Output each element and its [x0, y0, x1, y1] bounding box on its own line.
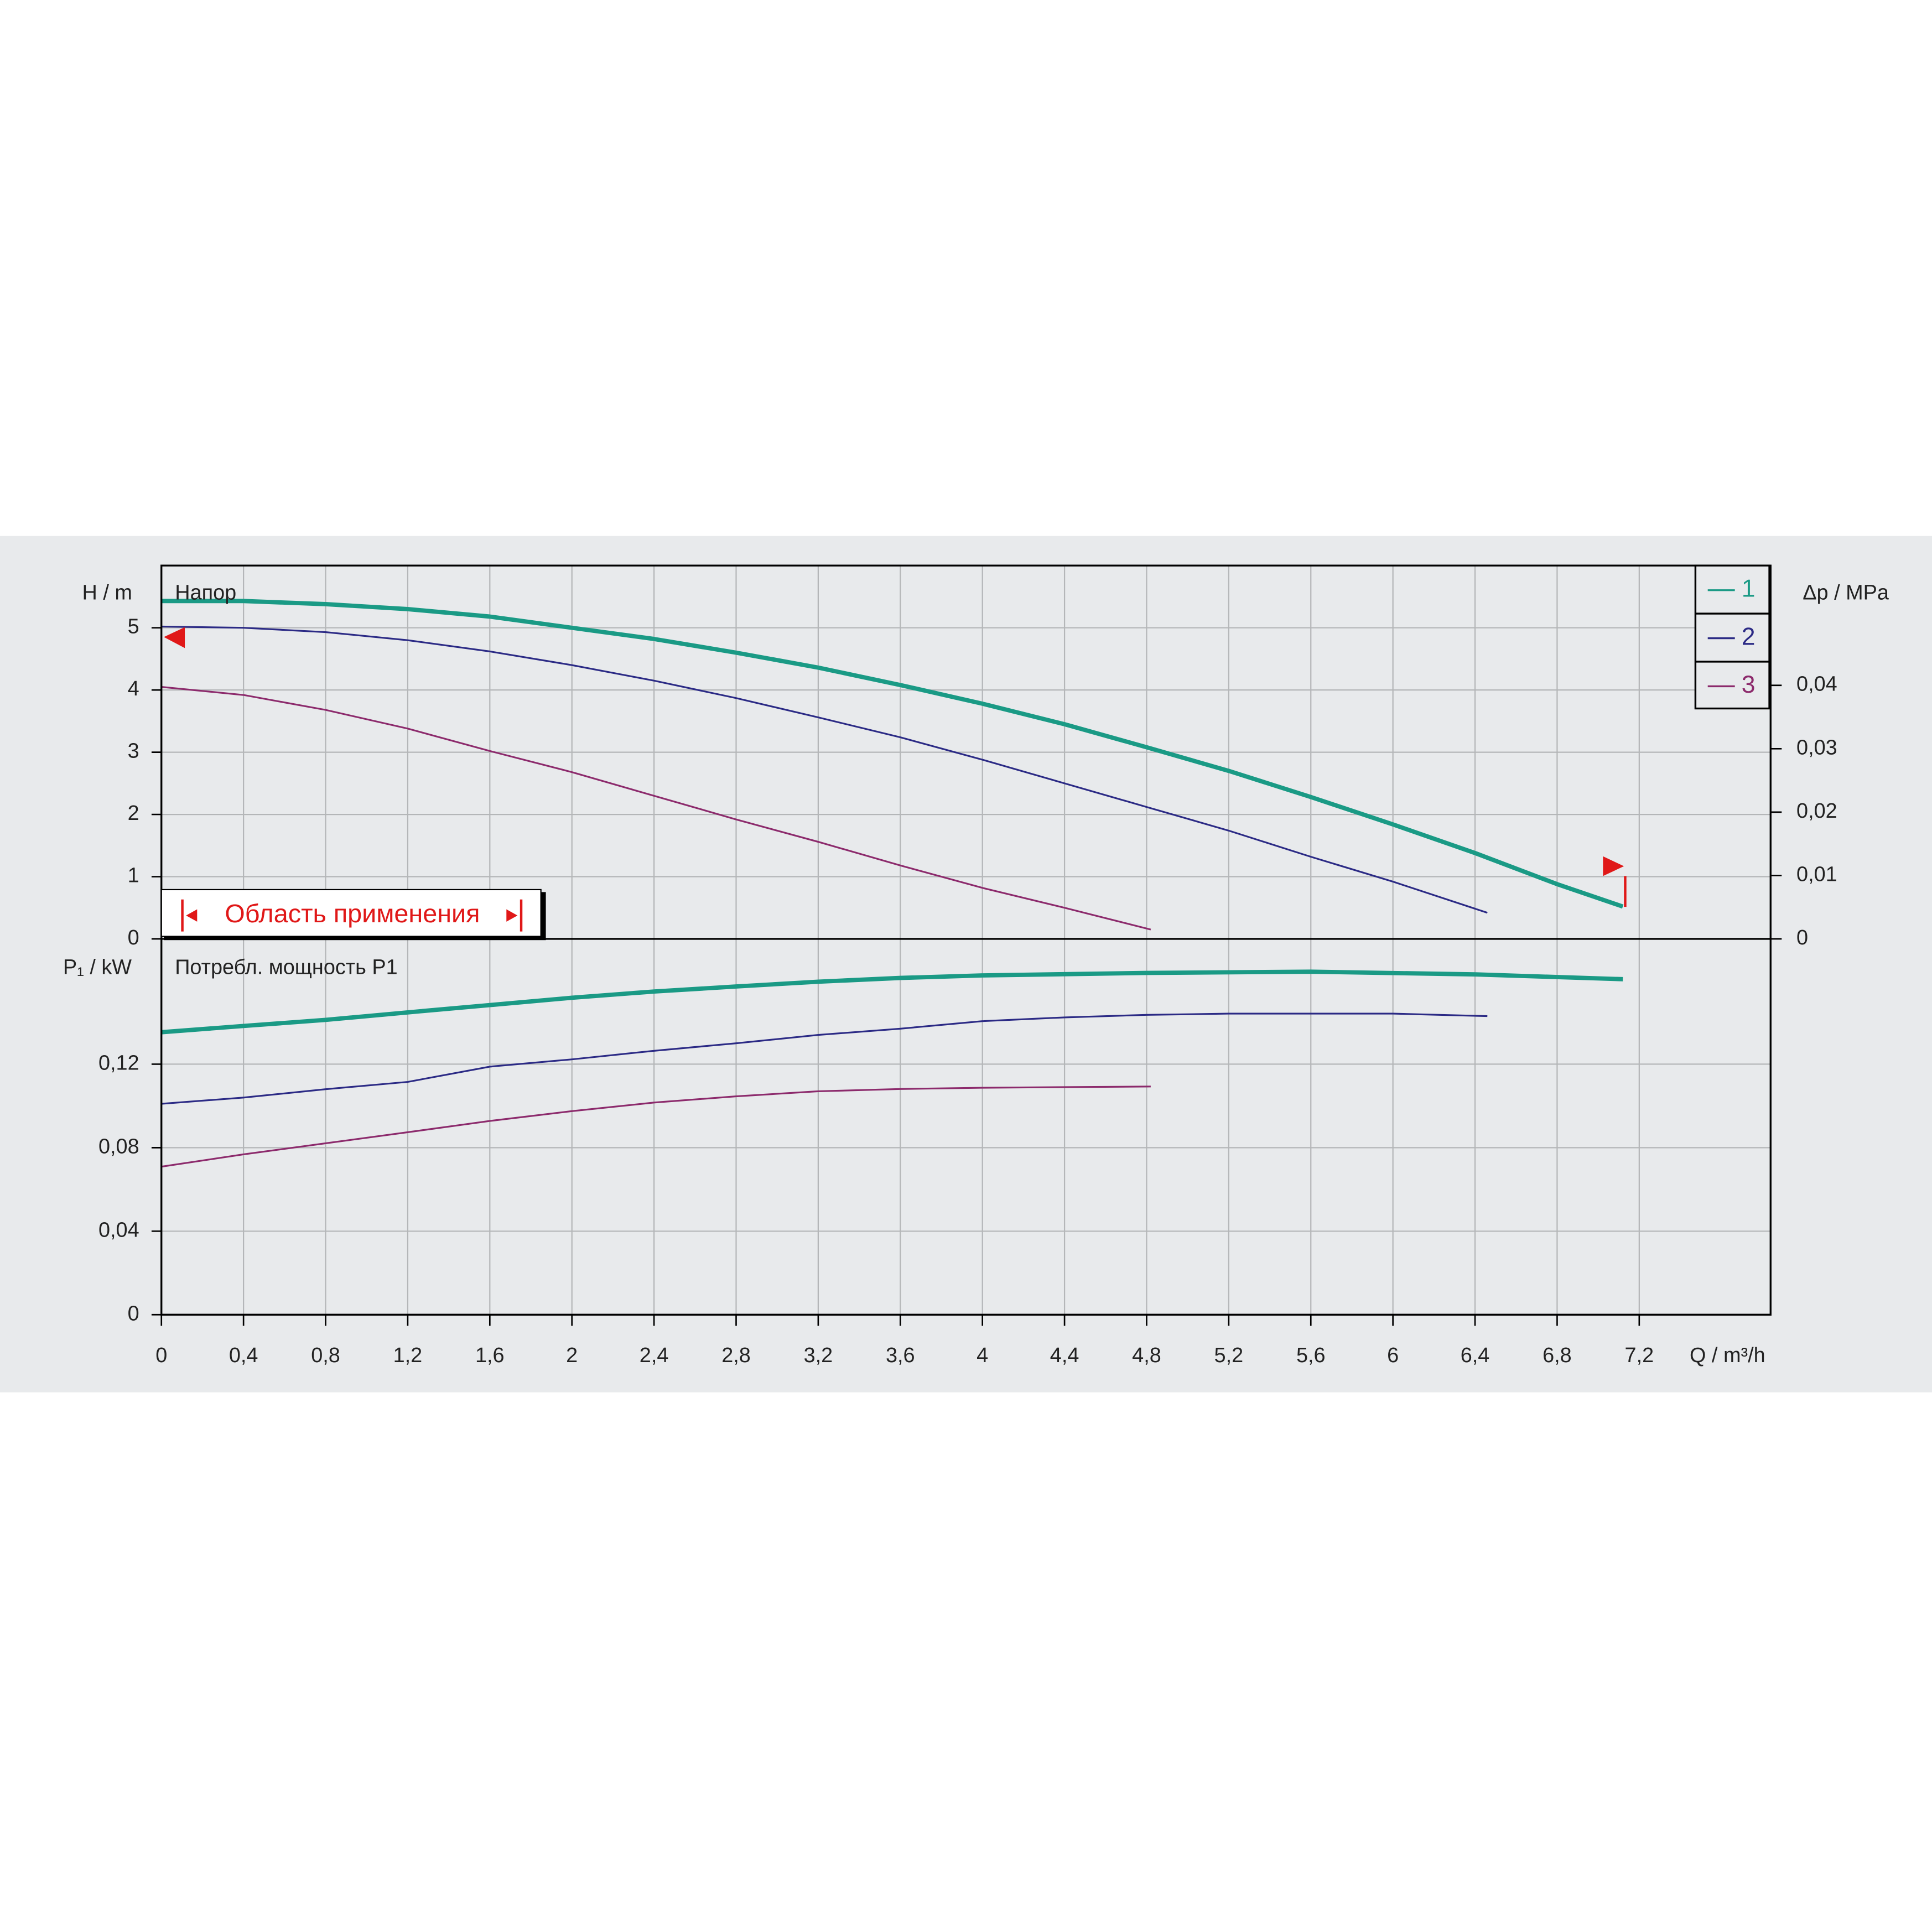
y-axis-label: H / m	[82, 581, 132, 604]
x-tick-label: 3,2	[804, 1344, 833, 1367]
range-arrow	[186, 909, 198, 922]
x-tick-label: 2	[566, 1344, 578, 1367]
y2-tick-label: 0,04	[1796, 673, 1837, 696]
range-box	[160, 889, 542, 937]
x-tick-label: 4	[977, 1344, 988, 1367]
range-label: Область применения	[225, 899, 480, 928]
x-tick-label: 5,2	[1214, 1344, 1244, 1367]
curve	[161, 1012, 1488, 1105]
y2-tick-label: 0	[1796, 926, 1808, 949]
range-start-marker	[164, 627, 185, 648]
plot-frame	[160, 564, 1772, 1316]
y-tick-label: 0,12	[98, 1051, 139, 1074]
y-tick-label: 0	[128, 1302, 139, 1325]
y-tick-label: 0,08	[98, 1135, 139, 1158]
curve	[161, 599, 1624, 909]
x-tick-label: 3,6	[886, 1344, 915, 1367]
legend-label: 3	[1742, 671, 1756, 698]
x-tick-label: 6,8	[1543, 1344, 1572, 1367]
range-arrow	[506, 909, 518, 922]
x-tick-label: 0,4	[229, 1344, 258, 1367]
background-band	[0, 536, 1932, 1393]
legend: 1 2 3	[1707, 575, 1756, 698]
x-tick-label: 4,4	[1050, 1344, 1079, 1367]
x-tick-label: 2,4	[640, 1344, 669, 1367]
x-tick-label: 4,8	[1132, 1344, 1161, 1367]
x-tick-label: 5,6	[1296, 1344, 1326, 1367]
x-tick-label: 6,4	[1461, 1344, 1490, 1367]
grid: 0 0,4 0,8 1,2 1,6 2 2,4 2,8 3,2 3,6 4 4,4 4,8 5,2 5,6 6…	[98, 565, 1837, 1367]
x-tick-label: 6	[1387, 1344, 1399, 1367]
y-tick-label: 0,04	[98, 1218, 139, 1242]
curve	[161, 969, 1623, 1035]
y2-tick-label: 0,03	[1796, 736, 1837, 759]
x-axis-label: Q / m³/h	[1690, 1344, 1765, 1367]
x-tick-label: 1,2	[393, 1344, 423, 1367]
annotation: Потребл. мощность P1	[175, 955, 397, 979]
curve	[161, 1086, 1151, 1168]
legend-label: 2	[1742, 623, 1756, 650]
y-tick-label: 2	[128, 802, 139, 825]
y-tick-label: 1	[128, 864, 139, 887]
y-tick-label: 5	[128, 615, 139, 638]
y2-tick-label: 0,01	[1796, 863, 1837, 886]
x-tick-label: 7,2	[1625, 1344, 1654, 1367]
x-tick-label: 0,8	[311, 1344, 340, 1367]
x-tick-label: 2,8	[721, 1344, 751, 1367]
y-tick-label: 0	[128, 926, 139, 949]
curves	[161, 599, 1624, 1168]
curve	[161, 685, 1151, 931]
x-tick-label: 1,6	[475, 1344, 505, 1367]
x-tick-label: 0	[155, 1344, 167, 1367]
y-tick-label: 3	[128, 740, 139, 763]
annotation: Напор	[175, 581, 236, 604]
y2-tick-label: 0,02	[1796, 799, 1837, 823]
y-tick-label: 4	[128, 677, 139, 700]
legend-label: 1	[1742, 575, 1756, 603]
range-end-marker	[1603, 856, 1624, 876]
y-axis-label: P₁ / kW	[63, 955, 132, 979]
y2-axis-label: Δp / MPa	[1803, 581, 1889, 604]
curve	[161, 625, 1488, 914]
